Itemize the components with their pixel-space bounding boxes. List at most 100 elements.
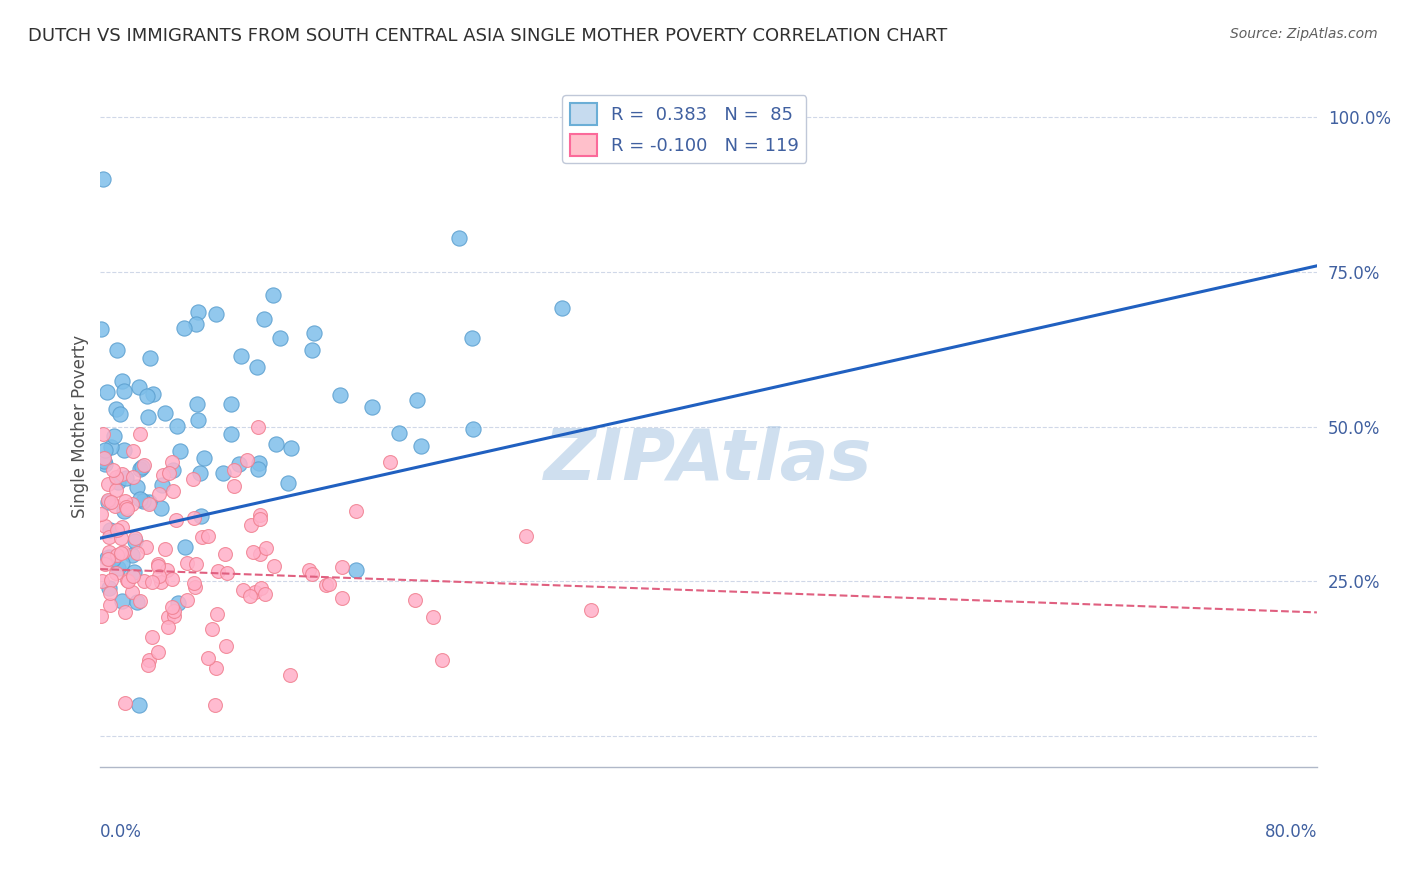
Y-axis label: Single Mother Poverty: Single Mother Poverty <box>72 335 89 518</box>
Point <box>100 574 122 588</box>
Point <box>90 609 112 624</box>
Point <box>138 495 160 509</box>
Point <box>217 566 239 581</box>
Point <box>221 397 243 411</box>
Point <box>103 499 125 513</box>
Point <box>239 517 262 532</box>
Point <box>163 603 186 617</box>
Point <box>204 698 226 713</box>
Point <box>184 558 207 572</box>
Point <box>138 658 160 673</box>
Point <box>269 331 291 345</box>
Point <box>173 540 195 554</box>
Point <box>191 530 214 544</box>
Point <box>449 231 471 245</box>
Point <box>167 596 190 610</box>
Point <box>239 589 262 603</box>
Point <box>105 343 128 358</box>
Point <box>215 639 238 653</box>
Point <box>98 586 121 600</box>
Point <box>138 652 160 666</box>
Point <box>155 563 177 577</box>
Point <box>146 559 169 574</box>
Point <box>124 533 146 548</box>
Point <box>186 413 208 427</box>
Point <box>243 585 266 599</box>
Point <box>344 503 367 517</box>
Point <box>128 380 150 394</box>
Point <box>97 552 120 566</box>
Point <box>301 567 323 582</box>
Point <box>197 529 219 543</box>
Point <box>163 608 186 623</box>
Point <box>94 442 117 457</box>
Point <box>110 407 132 421</box>
Point <box>184 580 207 594</box>
Point <box>264 437 287 451</box>
Point <box>253 587 276 601</box>
Point <box>148 557 170 571</box>
Point <box>136 388 159 402</box>
Point <box>129 492 152 507</box>
Point <box>111 520 134 534</box>
Point <box>404 593 426 607</box>
Point <box>112 504 135 518</box>
Point <box>188 467 211 481</box>
Point <box>117 502 139 516</box>
Text: ZIPAtlas: ZIPAtlas <box>544 426 873 495</box>
Point <box>150 575 173 590</box>
Point <box>132 494 155 508</box>
Point <box>157 610 180 624</box>
Point <box>250 582 273 596</box>
Point <box>183 575 205 590</box>
Point <box>388 425 411 440</box>
Point <box>129 593 152 607</box>
Point <box>121 548 143 562</box>
Point <box>132 458 155 473</box>
Point <box>214 547 236 561</box>
Point <box>246 359 269 374</box>
Point <box>111 556 134 570</box>
Point <box>515 529 537 543</box>
Text: 0.0%: 0.0% <box>100 822 142 841</box>
Point <box>97 581 120 595</box>
Point <box>93 454 115 468</box>
Point <box>169 444 191 458</box>
Point <box>98 523 121 537</box>
Point <box>112 545 135 559</box>
Point <box>176 556 198 570</box>
Point <box>97 550 120 565</box>
Point <box>104 470 127 484</box>
Point <box>160 455 183 469</box>
Point <box>432 653 454 667</box>
Point <box>463 422 485 436</box>
Point <box>246 462 269 476</box>
Point <box>121 584 143 599</box>
Point <box>139 351 162 365</box>
Point <box>105 402 128 417</box>
Point <box>219 426 242 441</box>
Point <box>135 540 157 554</box>
Point <box>121 569 143 583</box>
Point <box>344 563 367 577</box>
Point <box>127 480 149 494</box>
Point <box>301 343 323 357</box>
Point <box>224 479 246 493</box>
Point <box>201 622 224 636</box>
Point <box>97 492 120 507</box>
Point <box>122 469 145 483</box>
Point <box>579 603 602 617</box>
Point <box>114 606 136 620</box>
Point <box>103 429 125 443</box>
Point <box>280 442 302 456</box>
Point <box>224 463 246 477</box>
Point <box>91 427 114 442</box>
Point <box>103 551 125 566</box>
Point <box>96 495 118 509</box>
Point <box>153 406 176 420</box>
Point <box>197 650 219 665</box>
Point <box>277 476 299 491</box>
Point <box>105 548 128 562</box>
Point <box>96 551 118 566</box>
Point <box>98 598 121 612</box>
